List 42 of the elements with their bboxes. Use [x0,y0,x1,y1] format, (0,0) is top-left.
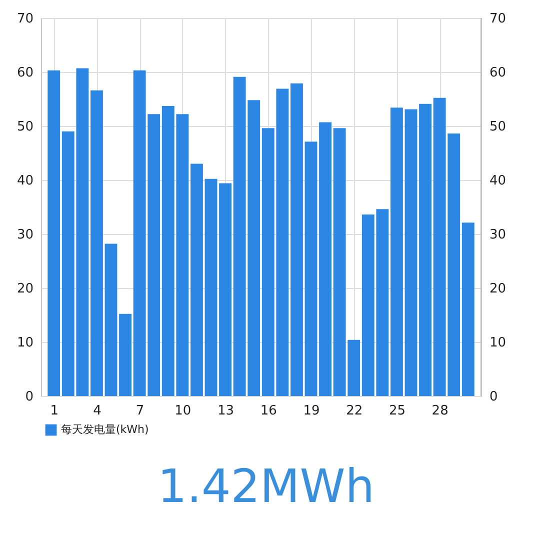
bar [190,164,203,396]
x-tick-label: 13 [218,404,234,418]
bar [304,142,318,396]
bar [390,108,403,396]
y-tick-label: 60 [16,66,34,80]
x-tick-label: 19 [303,404,320,418]
x-tick-label: 16 [260,404,277,418]
bar [404,109,418,396]
bar [419,104,432,396]
y-tick-label: 70 [16,12,34,26]
y-tick-label: 50 [16,120,34,134]
y2-tick-label: 0 [490,390,498,404]
bar [219,183,232,396]
y2-tick-label: 30 [490,228,506,242]
y-tick-label: 0 [25,390,34,404]
y2-tick-label: 60 [490,66,506,80]
x-tick-label: 22 [346,404,363,418]
x-tick-label: 7 [136,404,144,418]
bar [290,83,303,396]
y2-tick-label: 40 [490,174,506,188]
bar [462,222,474,396]
bar [104,244,118,396]
x-tick-label: 25 [388,404,406,418]
y2-tick-label: 20 [490,282,506,296]
y2-tick-label: 10 [490,336,506,350]
x-tick-label: 4 [93,404,102,418]
bar [319,122,332,396]
text: 1.42MWh [158,459,374,513]
bar [90,90,103,396]
x-tick-label: 1 [50,404,58,418]
y2-tick-label: 70 [490,12,506,26]
x-tick-label: 10 [174,404,192,418]
y-tick-label: 20 [16,282,34,296]
y-tick-label: 30 [16,228,34,242]
y2-tick-label: 50 [490,120,506,134]
y-tick-label: 40 [16,174,34,188]
x-tick-label: 28 [432,404,448,418]
bar [48,70,60,396]
bar [119,314,132,396]
y-tick-label: 10 [16,336,34,350]
bar [204,178,218,396]
legend-label: 每天发电量(kWh) [61,423,149,436]
